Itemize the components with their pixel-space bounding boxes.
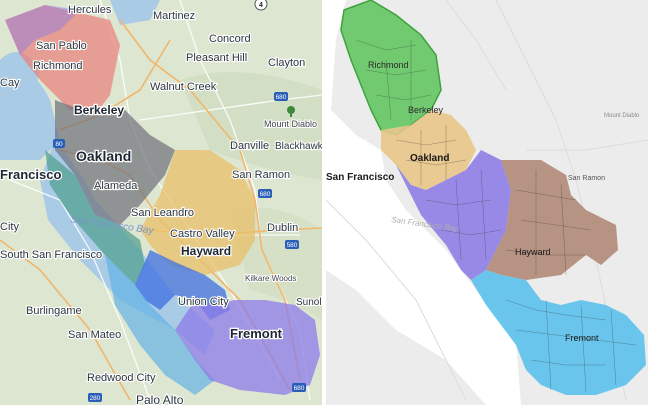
label-san-leandro: San Leandro bbox=[131, 207, 194, 219]
label-san-mateo: San Mateo bbox=[68, 329, 121, 341]
label-palo-alto: Palo Alto bbox=[136, 393, 184, 405]
left-district-red[interactable] bbox=[5, 5, 120, 115]
right-label-san-ramon: San Ramon bbox=[568, 175, 605, 182]
shield-4: 4 bbox=[259, 2, 263, 9]
label-hercules: Hercules bbox=[68, 4, 112, 16]
shield-580: 580 bbox=[287, 242, 298, 249]
label-blackhawk: Blackhawk bbox=[275, 141, 322, 152]
label-mount-diablo: Mount Diablo bbox=[264, 119, 317, 129]
label-walnut-creek: Walnut Creek bbox=[150, 81, 217, 93]
label-south-sf: South San Francisco bbox=[0, 249, 102, 261]
shield-680-dublin: 680 bbox=[260, 191, 271, 198]
right-label-oakland: Oakland bbox=[410, 153, 449, 164]
left-map-canvas[interactable]: 4 680 80 680 580 280 680 Her bbox=[0, 0, 322, 405]
shield-680-north: 680 bbox=[276, 94, 287, 101]
label-city: City bbox=[0, 221, 19, 233]
right-district-map[interactable]: Richmond Berkeley Oakland San Francisco … bbox=[326, 0, 648, 405]
left-water-carquinez bbox=[110, 0, 160, 25]
right-label-san-francisco: San Francisco bbox=[326, 172, 394, 183]
label-dublin: Dublin bbox=[267, 222, 298, 234]
label-oakland: Oakland bbox=[76, 148, 131, 164]
label-san-pablo: San Pablo bbox=[36, 40, 87, 52]
mount-diablo-marker bbox=[287, 106, 295, 117]
label-berkeley: Berkeley bbox=[74, 103, 124, 117]
right-label-berkeley: Berkeley bbox=[408, 105, 444, 115]
right-roads bbox=[326, 0, 648, 401]
label-redwood-city: Redwood City bbox=[87, 372, 156, 384]
label-alameda: Alameda bbox=[94, 180, 138, 192]
label-concord: Concord bbox=[209, 33, 251, 45]
label-sunol: Sunol bbox=[296, 297, 322, 308]
label-martinez: Martinez bbox=[153, 10, 195, 22]
right-label-hayward: Hayward bbox=[515, 247, 551, 257]
label-clayton: Clayton bbox=[268, 57, 305, 69]
label-fremont: Fremont bbox=[230, 326, 283, 341]
right-label-mount-diablo: Mount Diablo bbox=[604, 113, 640, 119]
right-district-brown[interactable] bbox=[486, 160, 618, 280]
right-water-golden-gate bbox=[326, 130, 376, 170]
right-label-fremont: Fremont bbox=[565, 333, 599, 343]
left-district-teal[interactable] bbox=[45, 150, 145, 285]
panel-divider bbox=[322, 0, 326, 405]
label-richmond: Richmond bbox=[33, 60, 83, 72]
left-district-map[interactable]: 4 680 80 680 580 280 680 Her bbox=[0, 0, 322, 405]
right-district-tan[interactable] bbox=[381, 110, 476, 190]
right-district-violet[interactable] bbox=[396, 150, 511, 280]
label-francisco: Francisco bbox=[0, 167, 61, 182]
label-kilkare-woods: Kilkare Woods bbox=[245, 274, 296, 283]
label-danville: Danville bbox=[230, 140, 269, 152]
left-labels: Hercules Martinez Concord Pleasant Hill … bbox=[0, 3, 322, 405]
shield-680-south: 680 bbox=[294, 385, 305, 392]
shield-80: 80 bbox=[55, 141, 63, 148]
shield-280: 280 bbox=[90, 395, 101, 402]
right-label-richmond: Richmond bbox=[368, 60, 409, 70]
label-hayward: Hayward bbox=[181, 244, 231, 258]
label-burlingame: Burlingame bbox=[26, 305, 82, 317]
label-san-ramon: San Ramon bbox=[232, 169, 290, 181]
label-cay: Cay bbox=[0, 77, 20, 89]
left-water-west bbox=[0, 52, 40, 115]
right-bay-water bbox=[326, 0, 521, 405]
left-district-purple[interactable] bbox=[175, 300, 320, 395]
label-pleasant-hill: Pleasant Hill bbox=[186, 52, 247, 64]
left-district-purple-north[interactable] bbox=[5, 5, 80, 55]
right-precinct-lines bbox=[355, 39, 637, 393]
left-district-orange[interactable] bbox=[140, 150, 255, 275]
left-district-lightblue[interactable] bbox=[105, 255, 215, 395]
label-union-city: Union City bbox=[178, 296, 229, 308]
right-district-cyan[interactable] bbox=[471, 270, 646, 395]
left-district-dark[interactable] bbox=[55, 100, 175, 225]
left-highway-shields: 4 680 80 680 580 280 680 bbox=[53, 0, 306, 402]
left-district-blue[interactable] bbox=[135, 250, 230, 320]
right-map-canvas[interactable]: Richmond Berkeley Oakland San Francisco … bbox=[326, 0, 648, 405]
label-castro-valley: Castro Valley bbox=[170, 228, 235, 240]
